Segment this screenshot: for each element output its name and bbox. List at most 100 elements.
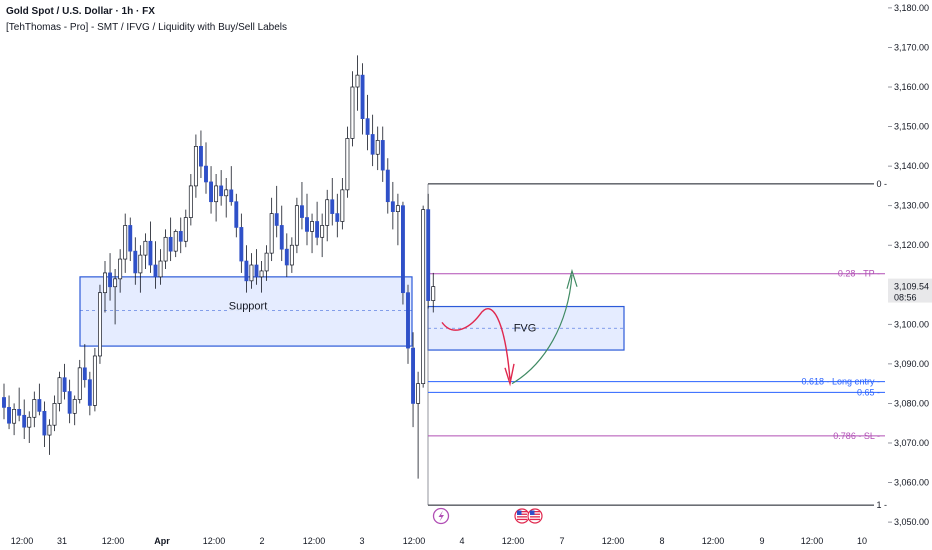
candle-body — [380, 140, 385, 171]
candle-body — [264, 252, 269, 272]
candle-body — [219, 185, 224, 197]
candle — [385, 158, 390, 214]
candle — [82, 344, 87, 388]
candle — [284, 233, 289, 277]
candle — [77, 359, 82, 404]
candle-body — [62, 377, 67, 392]
candle-body — [103, 272, 107, 294]
candle — [2, 383, 6, 420]
candle — [178, 217, 183, 254]
candle — [108, 253, 112, 301]
candle — [370, 114, 375, 167]
candle-body — [204, 165, 208, 183]
candle-body — [244, 260, 249, 282]
candle-body — [199, 145, 203, 167]
candle-body — [17, 409, 22, 416]
candle — [294, 197, 299, 254]
bearish-arrowhead — [504, 363, 515, 387]
candle — [103, 261, 107, 313]
candle-body — [390, 201, 395, 212]
flag-stripe — [530, 518, 540, 521]
fib-label-0: 0 - — [876, 179, 887, 189]
candle — [411, 332, 416, 428]
candle-body — [27, 416, 32, 428]
candle — [406, 284, 410, 364]
candle — [143, 233, 148, 269]
y-tick-label: 3,140.00 — [894, 161, 929, 171]
candle — [315, 201, 320, 246]
x-tick-label: 12:00 — [102, 536, 125, 546]
candle — [163, 229, 168, 269]
candle — [269, 197, 274, 262]
candle — [335, 193, 340, 238]
candle-body — [355, 74, 360, 88]
candle — [239, 213, 244, 273]
candle — [52, 395, 57, 432]
fib-label-0_618: 0.618 - Long entry - — [801, 377, 880, 387]
candle-body — [153, 264, 158, 278]
candle-body — [249, 264, 254, 282]
flag-stripe — [517, 511, 527, 513]
candle-body — [294, 205, 299, 246]
candle — [87, 371, 92, 416]
candle — [264, 245, 269, 281]
flash-event-icon — [432, 507, 450, 525]
fvg-zone-label: FVG — [514, 322, 537, 334]
candle — [360, 63, 365, 135]
candle — [123, 213, 128, 273]
candle-body — [401, 205, 405, 294]
candle-body — [370, 134, 375, 155]
candle — [340, 177, 345, 230]
candle — [350, 71, 355, 147]
candle-body — [168, 236, 173, 252]
y-tick-label: 3,130.00 — [894, 201, 929, 211]
chart-title: Gold Spot / U.S. Dollar · 1h · FX — [6, 6, 155, 17]
x-tick-label: 12:00 — [303, 536, 326, 546]
event-markers[interactable] — [432, 507, 543, 525]
candle-body — [375, 140, 380, 155]
us-flag-event-icon — [514, 508, 530, 524]
candle — [219, 170, 224, 206]
x-tick-label: Apr — [154, 536, 170, 546]
candle — [254, 249, 259, 285]
candle — [27, 411, 32, 443]
candle-body — [158, 260, 163, 278]
candle — [158, 249, 163, 285]
candle-body — [320, 225, 325, 238]
fib-label-1: 1 - — [876, 500, 887, 510]
support-label-bg — [228, 300, 268, 313]
candle-body — [82, 367, 87, 381]
candle — [249, 253, 254, 289]
candle-body — [421, 209, 426, 385]
candle — [401, 201, 405, 305]
candle — [279, 205, 284, 262]
candle — [62, 363, 67, 400]
candle-body — [214, 185, 219, 203]
candle-body — [224, 189, 229, 197]
candle-body — [138, 254, 143, 274]
candle-body — [7, 407, 11, 424]
us-flag-event-icon — [527, 508, 543, 524]
candle — [32, 391, 37, 428]
candle — [214, 174, 219, 222]
time-axis[interactable]: 12:00 31 12:00 Apr 12:00 2 12:00 3 12:00 4 12:00 7 1… — [11, 536, 867, 546]
flag-stripe — [530, 511, 540, 513]
candle — [375, 126, 380, 171]
candle — [421, 205, 426, 388]
candle-body — [42, 410, 47, 436]
candle-body — [72, 399, 77, 414]
candle — [320, 213, 325, 258]
candle-body — [385, 169, 390, 203]
y-tick-label: 3,060.00 — [894, 478, 929, 488]
candle-body — [340, 189, 345, 222]
candle — [193, 134, 198, 198]
candle-body — [77, 367, 82, 400]
candle — [118, 249, 123, 293]
price-axis[interactable]: 3,050.00 3,060.00 3,070.00 3,080.00 3,090.00… — [888, 3, 932, 527]
candle-body — [148, 240, 153, 266]
candle-body — [345, 138, 350, 191]
bar-countdown: 08:56 — [894, 293, 917, 303]
candle — [229, 166, 234, 206]
x-tick-label: 8 — [659, 536, 664, 546]
